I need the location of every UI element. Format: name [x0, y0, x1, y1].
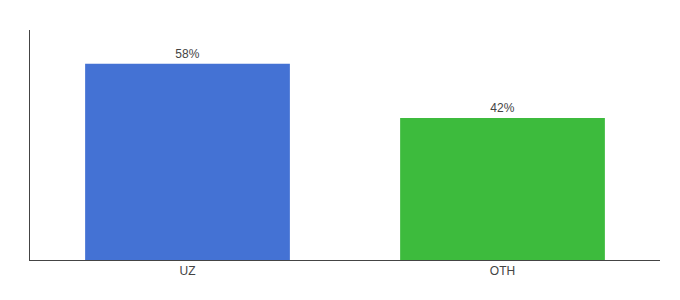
svg-text:58%: 58% — [175, 47, 199, 61]
svg-text:UZ: UZ — [180, 264, 196, 278]
svg-text:42%: 42% — [490, 101, 514, 115]
svg-text:OTH: OTH — [490, 264, 515, 278]
